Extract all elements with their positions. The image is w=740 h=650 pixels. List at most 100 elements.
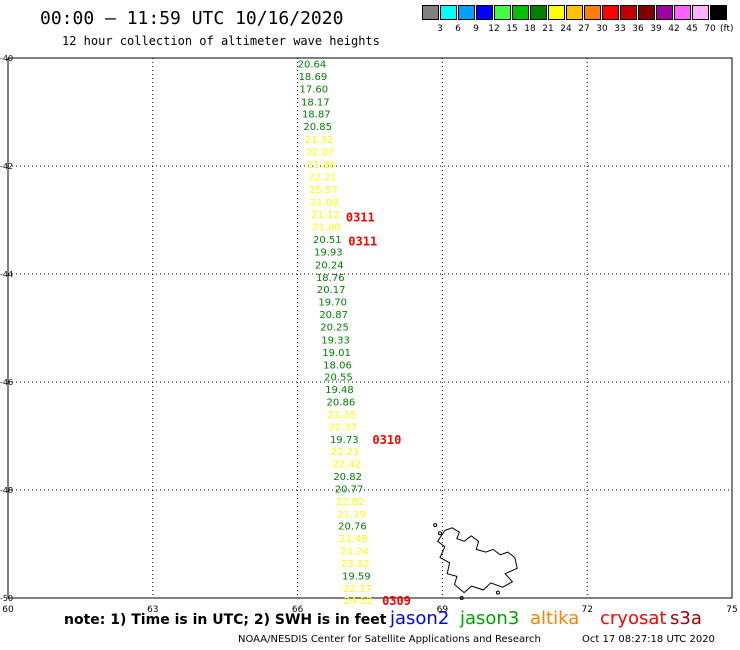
footer-note: note: 1) Time is in UTC; 2) SWH is in fe… — [64, 612, 387, 628]
wave-height-value: 22.37 — [328, 422, 357, 433]
legend-label: 6 — [455, 24, 461, 34]
legend-label: 15 — [506, 24, 518, 34]
wave-height-value: 20.17 — [317, 285, 346, 296]
wave-height-value: 21.32 — [305, 135, 334, 146]
wave-height-value: 21.08 — [310, 198, 339, 209]
satellite-altika: altika — [530, 608, 580, 629]
islet — [433, 523, 438, 528]
x-tick-label: 60 — [2, 605, 14, 615]
legend-label: 27 — [578, 24, 590, 34]
legend-swatch — [512, 5, 529, 20]
legend-swatch — [458, 5, 475, 20]
wave-height-value: 20.24 — [315, 260, 344, 271]
wave-height-value: 22.82 — [336, 497, 365, 508]
map-subtitle: 12 hour collection of altimeter wave hei… — [62, 34, 380, 48]
wave-height-value: 24.52 — [344, 596, 373, 607]
wave-height-value: 17.60 — [300, 84, 329, 95]
legend-label: 42 — [668, 24, 680, 34]
wave-height-value: 22.37 — [343, 584, 372, 595]
satellite-s3a: s3a — [670, 608, 702, 629]
legend-swatch — [710, 5, 727, 20]
y-tick-label: -42 — [0, 162, 13, 171]
wave-height-value: 21.19 — [337, 509, 366, 520]
legend-label: 39 — [650, 24, 662, 34]
pass-number-label: 0311 — [348, 235, 377, 249]
wave-height-value: 23.24 — [340, 547, 369, 558]
legend-swatch — [638, 5, 655, 20]
x-tick-label: 75 — [726, 605, 737, 615]
legend-swatch — [602, 5, 619, 20]
pass-number-label: 0309 — [382, 594, 411, 608]
legend-swatch — [494, 5, 511, 20]
x-tick-label: 63 — [147, 605, 158, 615]
map-frame — [7, 57, 733, 599]
legend-swatch — [566, 5, 583, 20]
legend-swatch — [476, 5, 493, 20]
wave-height-value: 22.42 — [332, 460, 361, 471]
wave-height-value: 20.55 — [324, 373, 353, 384]
wave-height-value: 18.06 — [323, 360, 352, 371]
credit-text: NOAA/NESDIS Center for Satellite Applica… — [238, 634, 541, 645]
wave-height-value: 20.25 — [320, 322, 349, 333]
wave-height-value: 20.86 — [327, 398, 356, 409]
wave-height-value: 22.07 — [306, 148, 335, 159]
wave-height-value: 23.32 — [341, 559, 370, 570]
wave-height-value: 21.80 — [312, 223, 341, 234]
legend-label: 36 — [632, 24, 644, 34]
islet — [495, 590, 500, 595]
wave-height-value: 20.82 — [333, 472, 362, 483]
legend-swatch — [656, 5, 673, 20]
legend-swatch — [548, 5, 565, 20]
wave-height-value: 19.59 — [342, 571, 371, 582]
wave-height-value: 20.64 — [298, 59, 327, 70]
x-tick-label: 72 — [581, 605, 592, 615]
wave-height-value: 19.93 — [314, 247, 343, 258]
wave-height-value: 21.48 — [339, 534, 368, 545]
wave-height-value: 22.21 — [308, 172, 337, 183]
satellite-jason3: jason3 — [460, 608, 520, 629]
legend-label: 70 — [704, 24, 716, 34]
wave-height-value: 20.51 — [313, 235, 342, 246]
islet — [459, 596, 464, 600]
wave-height-value: 19.01 — [322, 348, 351, 359]
legend-label: 24 — [560, 24, 572, 34]
legend-swatch — [674, 5, 691, 20]
wave-height-value: 19.70 — [318, 298, 347, 309]
wave-height-value: 20.87 — [319, 310, 348, 321]
wave-height-value: 19.33 — [321, 335, 350, 346]
wave-height-value: 19.73 — [330, 435, 359, 446]
legend-swatch — [620, 5, 637, 20]
satellite-jason2: jason2 — [390, 608, 450, 629]
wave-height-value: 21.35 — [328, 410, 357, 421]
legend-label: 30 — [596, 24, 608, 34]
legend-label: 3 — [437, 24, 443, 34]
x-tick-label: 66 — [292, 605, 304, 615]
satellite-cryosat: cryosat — [600, 608, 667, 629]
islet — [437, 531, 442, 536]
wave-height-value: 18.69 — [299, 72, 328, 83]
y-tick-label: -48 — [0, 486, 13, 495]
legend-label: 33 — [614, 24, 626, 34]
legend-swatch — [440, 5, 457, 20]
pass-number-label: 0311 — [346, 210, 375, 224]
legend-swatch — [692, 5, 709, 20]
y-tick-label: -40 — [0, 54, 13, 63]
wave-height-value: 20.85 — [303, 122, 332, 133]
wave-height-value: 20.77 — [335, 484, 364, 495]
y-tick-label: -46 — [0, 378, 13, 387]
legend-swatch — [422, 5, 439, 20]
pass-number-label: 0310 — [372, 433, 401, 447]
y-tick-label: -50 — [0, 594, 13, 603]
wave-height-value: 20.76 — [338, 522, 367, 533]
legend-label: 9 — [473, 24, 479, 34]
map-title: 00:00 – 11:59 UTC 10/16/2020 — [40, 8, 344, 29]
wave-height-value: 21.12 — [311, 210, 340, 221]
wave-height-value: 22.21 — [331, 447, 360, 458]
wave-height-value: 18.17 — [301, 97, 330, 108]
coastline-kerguelen — [436, 527, 518, 594]
legend-unit: (ft) — [720, 24, 734, 34]
legend-swatch — [530, 5, 547, 20]
wave-height-value: 18.76 — [316, 273, 345, 284]
wave-height-value: 18.87 — [302, 110, 331, 121]
